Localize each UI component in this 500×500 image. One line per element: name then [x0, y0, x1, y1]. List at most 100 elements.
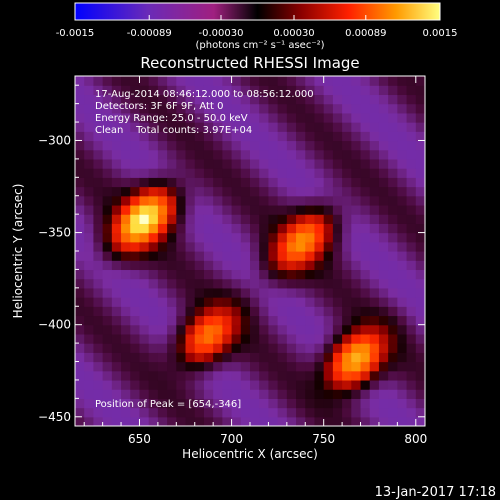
heatmap-cell: [148, 177, 159, 188]
heatmap-cell: [167, 398, 177, 409]
heatmap-cell: [148, 333, 159, 344]
heatmap-cell: [259, 140, 270, 151]
heatmap-cell: [250, 306, 260, 317]
heatmap-cell: [360, 251, 371, 261]
heatmap-cell: [286, 103, 297, 114]
heatmap-cell: [102, 241, 113, 252]
heatmap-cell: [194, 177, 205, 188]
heatmap-cell: [157, 379, 168, 390]
heatmap-cell: [378, 195, 389, 206]
heatmap-cell: [305, 370, 316, 381]
heatmap-cell: [305, 379, 316, 390]
heatmap-cell: [388, 195, 398, 206]
heatmap-cell: [194, 232, 205, 243]
heatmap-cell: [250, 287, 260, 298]
heatmap-cell: [213, 158, 223, 169]
heatmap-cell: [111, 324, 122, 335]
heatmap-cell: [369, 398, 380, 409]
heatmap-cell: [130, 223, 141, 234]
heatmap-cell: [75, 287, 85, 298]
heatmap-cell: [351, 168, 362, 178]
heatmap-cell: [277, 140, 288, 151]
heatmap-cell: [167, 379, 177, 390]
heatmap-cell: [167, 186, 177, 197]
heatmap-cell: [378, 389, 389, 399]
heatmap-cell: [185, 333, 196, 344]
heatmap-cell: [378, 131, 389, 142]
heatmap-cell: [397, 223, 408, 234]
heatmap-cell: [194, 361, 205, 372]
heatmap-cell: [259, 407, 270, 418]
heatmap-cell: [406, 140, 417, 151]
heatmap-cell: [305, 260, 316, 271]
heatmap-cell: [397, 407, 408, 418]
heatmap-cell: [360, 324, 371, 335]
heatmap-cell: [397, 287, 408, 298]
heatmap-cell: [415, 361, 425, 372]
heatmap-cell: [406, 168, 417, 178]
heatmap-cell: [259, 223, 270, 234]
heatmap-cell: [185, 407, 196, 418]
heatmap-cell: [139, 140, 150, 151]
heatmap-cell: [148, 168, 159, 178]
heatmap-cell: [102, 251, 113, 261]
heatmap-cell: [102, 287, 113, 298]
heatmap-cell: [332, 269, 343, 280]
heatmap-cell: [75, 379, 85, 390]
heatmap-cell: [222, 223, 233, 234]
heatmap-cell: [157, 232, 168, 243]
heatmap-cell: [93, 94, 104, 105]
heatmap-cell: [203, 379, 214, 390]
heatmap-cell: [102, 195, 113, 206]
heatmap-cell: [167, 361, 177, 372]
heatmap-cell: [250, 416, 260, 426]
heatmap-cell: [369, 416, 380, 426]
heatmap-cell: [296, 407, 306, 418]
heatmap-cell: [75, 158, 85, 169]
heatmap-cell: [75, 352, 85, 363]
heatmap-cell: [231, 232, 242, 243]
heatmap-cell: [157, 140, 168, 151]
heatmap-cell: [203, 361, 214, 372]
heatmap-cell: [415, 324, 425, 335]
heatmap-cell: [157, 177, 168, 188]
heatmap-cell: [305, 398, 316, 409]
heatmap-cell: [388, 112, 398, 123]
heatmap-cell: [351, 333, 362, 344]
heatmap-cell: [157, 260, 168, 271]
heatmap-cell: [415, 407, 425, 418]
heatmap-cell: [342, 168, 352, 178]
heatmap-cell: [296, 85, 306, 96]
heatmap-cell: [406, 149, 417, 160]
heatmap-cell: [323, 398, 334, 409]
heatmap-cell: [332, 94, 343, 105]
heatmap-cell: [185, 278, 196, 289]
heatmap-cell: [194, 260, 205, 271]
chart-title: Reconstructed RHESSI Image: [140, 54, 359, 72]
heatmap-cell: [342, 232, 352, 243]
heatmap-cell: [406, 297, 417, 307]
heatmap-cell: [194, 324, 205, 335]
heatmap-cell: [415, 214, 425, 224]
heatmap-cell: [185, 241, 196, 252]
heatmap-cell: [185, 214, 196, 224]
heatmap-cell: [157, 168, 168, 178]
heatmap-cell: [121, 416, 131, 426]
heatmap-cell: [369, 389, 380, 399]
heatmap-cell: [305, 204, 316, 215]
heatmap-cell: [203, 315, 214, 326]
heatmap-cell: [176, 398, 187, 409]
heatmap-cell: [378, 287, 389, 298]
heatmap-cell: [231, 122, 242, 132]
heatmap-cell: [176, 260, 187, 271]
heatmap-cell: [296, 149, 306, 160]
heatmap-cell: [176, 195, 187, 206]
heatmap-cell: [222, 315, 233, 326]
heatmap-cell: [148, 186, 159, 197]
heatmap-cell: [75, 131, 85, 142]
heatmap-cell: [406, 260, 417, 271]
heatmap-cell: [240, 204, 251, 215]
heatmap-cell: [296, 186, 306, 197]
heatmap-cell: [277, 76, 288, 86]
heatmap-cell: [75, 149, 85, 160]
